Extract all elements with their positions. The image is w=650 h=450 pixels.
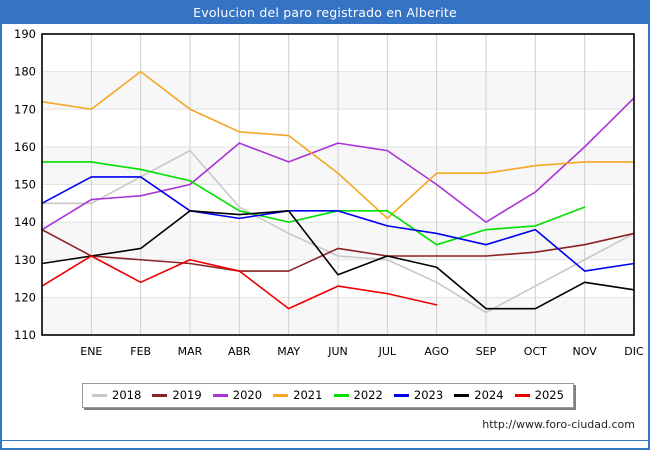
- series-line-2019: [41, 228, 635, 272]
- svg-text:190: 190: [14, 27, 36, 41]
- chart-legend: 2018 2019 2020 2021 2022 2023 2024 2025: [82, 383, 574, 408]
- svg-text:NOV: NOV: [573, 345, 598, 358]
- legend-item-2023[interactable]: 2023: [393, 387, 444, 402]
- svg-text:130: 130: [14, 253, 36, 267]
- x-axis-month-labels: ENE FEB MAR ABR MAY JUN JUL AGO SEP OCT NOV DIC: [80, 345, 644, 358]
- svg-text:160: 160: [14, 140, 36, 154]
- svg-text:140: 140: [14, 215, 36, 229]
- legend-label: 2023: [413, 387, 444, 402]
- legend-label: 2019: [172, 387, 202, 402]
- data-series-lines: [41, 70, 635, 314]
- svg-text:ENE: ENE: [80, 345, 102, 358]
- legend-item-2019[interactable]: 2019: [152, 387, 202, 402]
- legend-item-2021[interactable]: 2021: [273, 387, 323, 402]
- series-line-2021: [41, 70, 635, 220]
- svg-text:170: 170: [14, 102, 36, 116]
- series-line-2022: [41, 161, 586, 246]
- legend-item-2025[interactable]: 2025: [514, 387, 564, 402]
- legend-swatch-icon: [152, 394, 168, 397]
- y-axis-tick-labels: 110 120 130 140 150 160 170 180 190: [14, 27, 36, 342]
- legend-label: 2024: [474, 387, 504, 402]
- svg-text:AGO: AGO: [424, 345, 449, 358]
- svg-text:DIC: DIC: [624, 345, 644, 358]
- line-chart-svg: 110 120 130 140 150 160 170 180 190 ENE FEB MAR ABR…: [14, 27, 644, 358]
- legend-swatch-icon: [514, 394, 530, 397]
- legend-label: 2020: [232, 387, 263, 402]
- svg-text:ABR: ABR: [228, 345, 251, 358]
- legend-item-2024[interactable]: 2024: [454, 387, 504, 402]
- footer: http://www.foro-ciudad.com: [2, 416, 648, 446]
- legend-swatch-icon: [92, 394, 107, 397]
- svg-text:SEP: SEP: [476, 345, 497, 358]
- legend-label: 2021: [293, 387, 323, 402]
- svg-text:150: 150: [14, 178, 36, 192]
- legend-label: 2022: [353, 387, 383, 402]
- window-title-bar: Evolucion del paro registrado en Alberit…: [2, 2, 648, 24]
- svg-text:MAR: MAR: [178, 345, 203, 358]
- svg-text:180: 180: [14, 65, 36, 79]
- series-line-2020: [41, 97, 635, 231]
- legend-label: 2018: [112, 387, 142, 402]
- series-line-2023: [41, 176, 635, 272]
- svg-text:110: 110: [14, 328, 36, 342]
- legend-item-2022[interactable]: 2022: [333, 387, 383, 402]
- legend-swatch-icon: [333, 394, 349, 397]
- legend-item-2020[interactable]: 2020: [212, 387, 263, 402]
- series-line-2024: [41, 210, 635, 310]
- legend-swatch-icon: [393, 394, 409, 397]
- source-url: http://www.foro-ciudad.com: [482, 418, 635, 431]
- legend-swatch-icon: [273, 394, 289, 397]
- svg-text:MAY: MAY: [277, 345, 300, 358]
- svg-text:JUN: JUN: [327, 345, 348, 358]
- legend-swatch-icon: [212, 394, 228, 397]
- axis-frame: [41, 33, 635, 336]
- svg-text:120: 120: [14, 290, 36, 304]
- chart-plot-area: 110 120 130 140 150 160 170 180 190 ENE FEB MAR ABR…: [2, 24, 648, 364]
- legend-item-2018[interactable]: 2018: [92, 387, 142, 402]
- svg-text:JUL: JUL: [378, 345, 397, 358]
- legend-label: 2025: [534, 387, 564, 402]
- svg-text:FEB: FEB: [130, 345, 151, 358]
- svg-text:OCT: OCT: [524, 345, 547, 358]
- footer-divider: [2, 440, 648, 441]
- legend-swatch-icon: [454, 394, 470, 397]
- series-line-2025: [41, 255, 438, 310]
